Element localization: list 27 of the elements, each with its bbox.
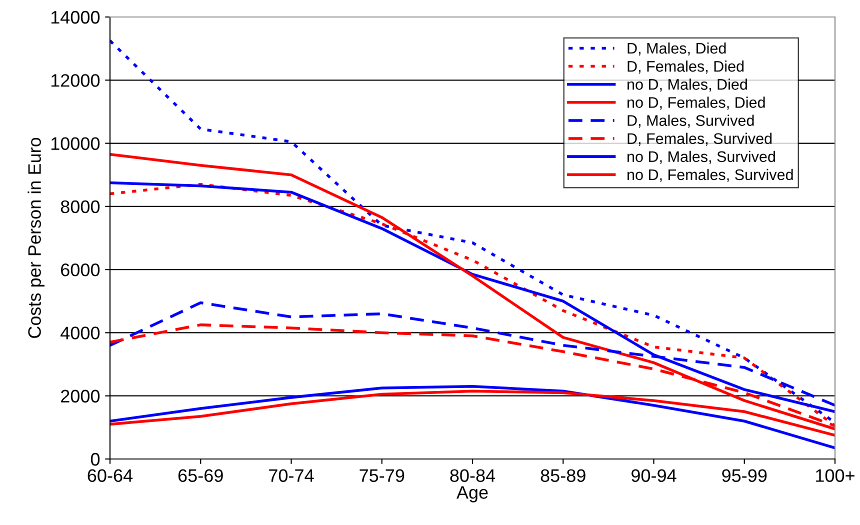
y-axis-title: Costs per Person in Euro [28, 138, 45, 338]
y-tick-label: 2000 [61, 390, 100, 403]
y-tick-label: 6000 [61, 264, 100, 276]
y-tick-label: 14000 [51, 10, 100, 24]
x-tick-label: 100+ [816, 469, 854, 482]
x-tick-label: 90-94 [632, 469, 676, 482]
legend-label: no D, Females, Survived [628, 168, 793, 182]
legend-label: no D, Females, Died [628, 96, 765, 110]
x-tick-label: 85-89 [540, 469, 586, 482]
legend-label: D, Males, Survived [628, 114, 754, 128]
legend-label: D, Males, Died [628, 42, 726, 56]
legend-label: no D, Males, Died [628, 78, 747, 92]
x-axis-title: Age [456, 486, 488, 502]
legend-label: no D, Males, Survived [628, 150, 775, 164]
legend-label: D, Females, Survived [628, 132, 772, 146]
y-tick-label: 4000 [60, 326, 100, 340]
y-tick-label: 10000 [51, 137, 100, 150]
y-tick-label: 12000 [51, 74, 100, 87]
x-tick-label: 70-74 [269, 469, 314, 482]
x-tick-label: 60-64 [88, 469, 133, 482]
x-tick-label: 95-99 [722, 469, 767, 482]
y-tick-label: 8000 [60, 200, 100, 214]
x-tick-label: 80-84 [450, 469, 496, 482]
legend-label: D, Females, Died [628, 60, 744, 74]
x-tick-label: 65-69 [178, 469, 223, 482]
y-tick-label: 0 [90, 452, 100, 466]
x-tick-label: 75-79 [360, 469, 404, 482]
